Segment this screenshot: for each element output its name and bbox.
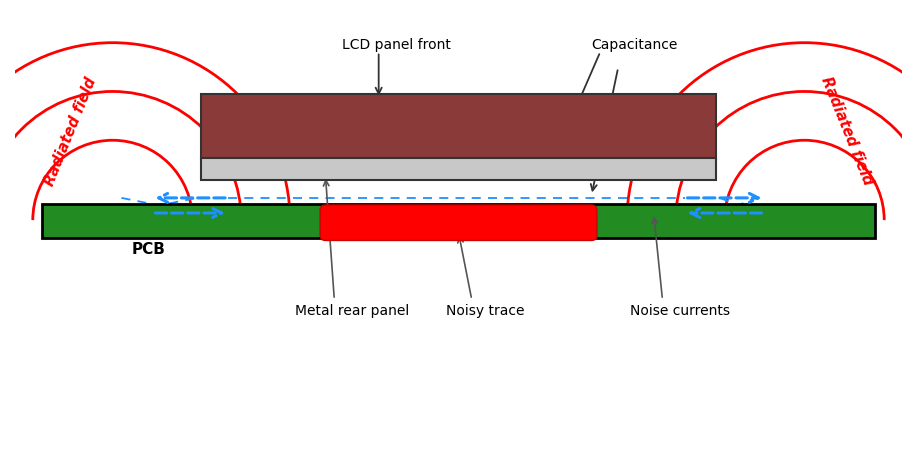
Text: Metal rear panel: Metal rear panel — [295, 304, 409, 318]
Bar — [202, 158, 715, 180]
Text: Radiated field: Radiated field — [41, 75, 99, 188]
Bar — [202, 94, 715, 158]
Text: Capacitance: Capacitance — [591, 38, 678, 52]
Text: Radiated field: Radiated field — [818, 75, 876, 188]
Text: PCB: PCB — [131, 242, 165, 257]
FancyBboxPatch shape — [320, 205, 597, 241]
Text: Noise currents: Noise currents — [630, 304, 730, 318]
Text: Noisy trace: Noisy trace — [446, 304, 525, 318]
Text: LCD panel front: LCD panel front — [342, 38, 451, 52]
Bar — [41, 204, 876, 238]
